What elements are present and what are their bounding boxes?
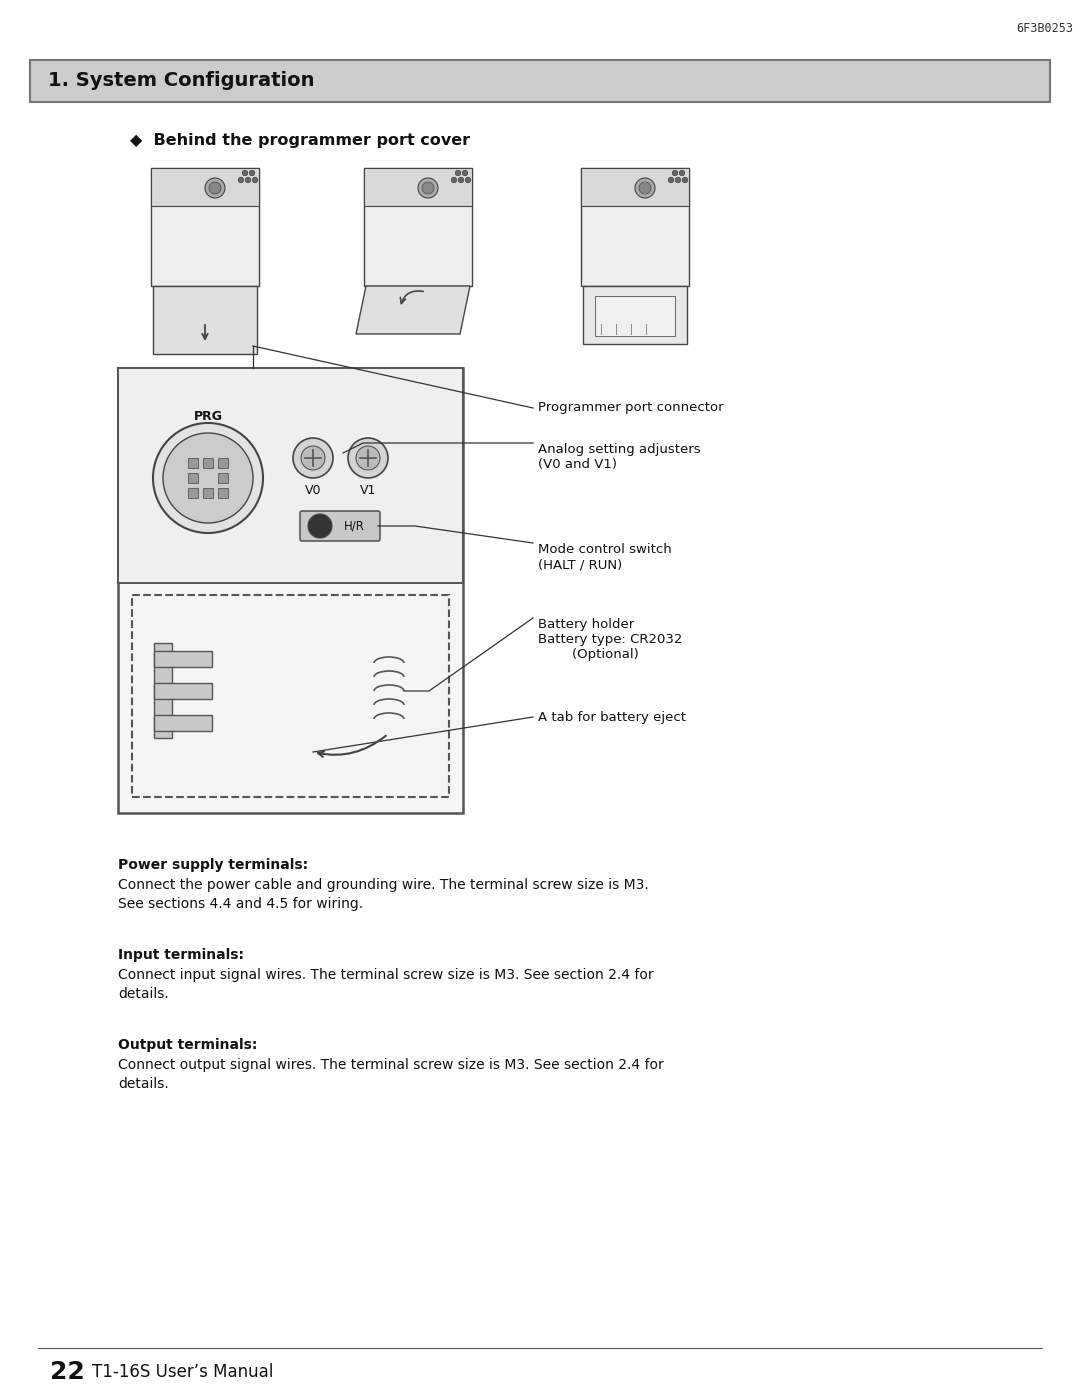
Bar [203, 458, 213, 468]
Polygon shape [356, 286, 470, 334]
Circle shape [635, 177, 654, 198]
Bar [364, 168, 472, 286]
Circle shape [672, 170, 678, 176]
Circle shape [675, 177, 680, 183]
Text: Connect the power cable and grounding wire. The terminal screw size is M3.
See s: Connect the power cable and grounding wi… [118, 877, 649, 911]
Circle shape [356, 446, 380, 469]
Text: A tab for battery eject: A tab for battery eject [538, 711, 686, 724]
Text: V1: V1 [360, 483, 376, 496]
Circle shape [293, 439, 333, 478]
Bar [218, 458, 228, 468]
Circle shape [245, 177, 251, 183]
Bar [188, 474, 198, 483]
Text: Programmer port connector: Programmer port connector [538, 401, 724, 415]
Bar [153, 286, 257, 353]
Bar [154, 643, 172, 738]
Text: ◆  Behind the programmer port cover: ◆ Behind the programmer port cover [130, 133, 470, 148]
Circle shape [253, 177, 258, 183]
Text: Mode control switch
(HALT / RUN): Mode control switch (HALT / RUN) [538, 543, 672, 571]
Circle shape [451, 177, 457, 183]
Circle shape [301, 446, 325, 469]
Text: V0: V0 [305, 483, 321, 496]
Text: 6F3B0253: 6F3B0253 [1016, 21, 1074, 35]
Circle shape [153, 423, 264, 534]
Circle shape [242, 170, 247, 176]
Bar [581, 168, 689, 205]
Bar [218, 488, 228, 497]
Text: Input terminals:: Input terminals: [118, 949, 244, 963]
Text: 22: 22 [50, 1361, 84, 1384]
Circle shape [639, 182, 651, 194]
Bar [218, 474, 228, 483]
Circle shape [683, 177, 688, 183]
Bar [581, 168, 689, 286]
Text: Output terminals:: Output terminals: [118, 1038, 257, 1052]
Text: H/R: H/R [343, 520, 364, 532]
Bar [118, 367, 463, 583]
Bar [188, 458, 198, 468]
Bar [595, 296, 675, 337]
Bar [151, 168, 259, 205]
FancyBboxPatch shape [300, 511, 380, 541]
Circle shape [669, 177, 674, 183]
Circle shape [210, 182, 221, 194]
Circle shape [308, 514, 332, 538]
Circle shape [458, 177, 463, 183]
Text: Battery holder
Battery type: CR2032
        (Optional): Battery holder Battery type: CR2032 (Opt… [538, 617, 683, 661]
Bar [364, 168, 472, 205]
Bar [132, 595, 449, 798]
Bar [583, 286, 687, 344]
Text: 1. System Configuration: 1. System Configuration [48, 71, 314, 91]
Circle shape [163, 433, 253, 522]
Text: T1-16S User’s Manual: T1-16S User’s Manual [92, 1363, 273, 1382]
Bar [30, 60, 1050, 102]
Bar [118, 367, 463, 813]
Circle shape [239, 177, 244, 183]
Circle shape [679, 170, 685, 176]
Circle shape [462, 170, 468, 176]
Bar [154, 683, 212, 698]
Circle shape [422, 182, 434, 194]
Bar [154, 651, 212, 666]
Bar [154, 715, 212, 731]
Text: PRG: PRG [193, 409, 222, 422]
Bar [188, 488, 198, 497]
Bar [203, 488, 213, 497]
Bar [151, 168, 259, 286]
Circle shape [455, 170, 461, 176]
Circle shape [465, 177, 471, 183]
Text: Connect output signal wires. The terminal screw size is M3. See section 2.4 for
: Connect output signal wires. The termina… [118, 1058, 664, 1091]
Circle shape [418, 177, 438, 198]
Circle shape [205, 177, 225, 198]
Circle shape [348, 439, 388, 478]
Text: Power supply terminals:: Power supply terminals: [118, 858, 308, 872]
Circle shape [249, 170, 255, 176]
Text: Connect input signal wires. The terminal screw size is M3. See section 2.4 for
d: Connect input signal wires. The terminal… [118, 968, 653, 1000]
Text: Analog setting adjusters
(V0 and V1): Analog setting adjusters (V0 and V1) [538, 443, 701, 471]
